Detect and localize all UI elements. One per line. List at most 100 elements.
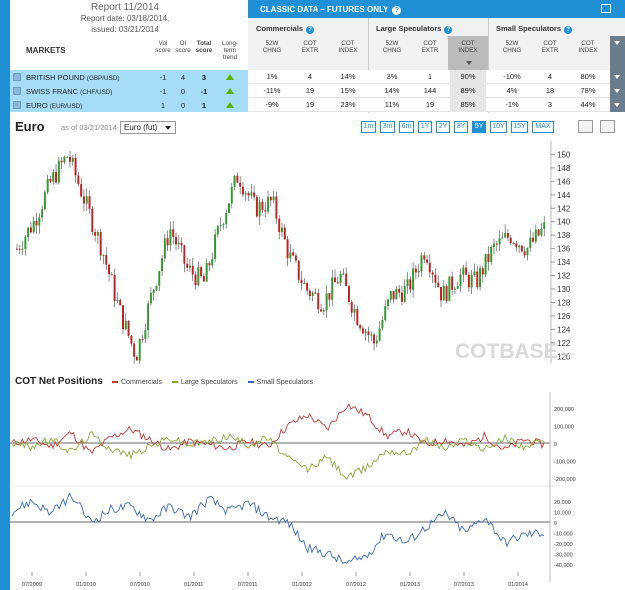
print-icon[interactable]: [601, 4, 611, 13]
table-row-left[interactable]: [10, 84, 248, 98]
range-button-3y[interactable]: 3Y: [454, 121, 468, 133]
candle-body: [49, 178, 52, 182]
candle-body: [467, 274, 470, 288]
candle-body: [479, 268, 482, 288]
table-row-right[interactable]: [248, 70, 625, 84]
candle-body: [303, 282, 306, 284]
market-name[interactable]: BRITISH POUND (GBP/USD): [26, 73, 119, 82]
candle-body: [46, 178, 49, 193]
help-icon[interactable]: ?: [306, 26, 315, 34]
candle-body: [163, 238, 166, 259]
legend-item[interactable]: Commercials: [112, 379, 162, 386]
row-dropdown-icon[interactable]: [610, 70, 625, 84]
range-button-6m[interactable]: 6m: [399, 121, 414, 133]
candle-body: [523, 251, 526, 256]
y-tick-label: 0: [554, 442, 557, 448]
row-dropdown-icon[interactable]: [610, 98, 625, 112]
candle-body: [367, 331, 370, 335]
cot-value: 85%: [450, 98, 486, 112]
candle-body: [18, 248, 21, 250]
table-row-left[interactable]: [10, 70, 248, 84]
table-row-right[interactable]: [248, 98, 625, 112]
candle-body: [183, 245, 186, 264]
x-tick-label: 01/2010: [76, 582, 96, 588]
y-tick-label: -20,000: [554, 542, 573, 548]
candle-body: [515, 243, 518, 248]
candle-body: [543, 222, 546, 229]
y-tick-label: 120: [557, 352, 571, 361]
settings-button[interactable]: [600, 120, 615, 133]
market-name[interactable]: EURO (EUR/USD): [26, 101, 82, 110]
price-chart[interactable]: 120 122 124 126 128 130 132 134 136 138 140 142 144 1…: [10, 137, 625, 367]
candle-body: [152, 289, 155, 293]
classic-title: CLASSIC DATA – FUTURES ONLY: [260, 5, 389, 14]
range-button-5y[interactable]: 5Y: [472, 121, 486, 133]
range-button-15y[interactable]: 15Y: [511, 121, 528, 133]
candle-body: [269, 196, 272, 201]
cot-net-positions-chart[interactable]: 200,000 100,000 0 -100,000 -200,000 20,000 10,…: [10, 390, 625, 590]
sub-column-header: 52W CHNG: [262, 40, 282, 54]
oi-score: 0: [180, 87, 186, 96]
market-select[interactable]: Euro (fut): [120, 121, 176, 134]
candle-body: [216, 226, 219, 235]
range-button-10y[interactable]: 10Y: [490, 121, 507, 133]
candle-body: [532, 237, 535, 242]
candle-body: [122, 305, 124, 330]
row-chart-icon[interactable]: [13, 101, 21, 109]
candle-body: [297, 260, 300, 280]
market-name[interactable]: SWISS FRANC (CHF/USD): [26, 87, 112, 96]
candle-body: [147, 303, 150, 331]
cot-value: 19: [305, 86, 315, 95]
legend-swatch: [171, 381, 178, 384]
legend-label: Large Speculators: [180, 379, 238, 386]
legend-item[interactable]: Large Speculators: [171, 379, 238, 386]
report-title[interactable]: Report 11/2014: [90, 2, 160, 13]
print-chart-button[interactable]: [578, 120, 593, 133]
help-icon[interactable]: ?: [392, 6, 402, 15]
row-chart-icon[interactable]: [13, 87, 21, 95]
candle-body: [130, 335, 133, 344]
range-button-1y[interactable]: 1Y: [418, 121, 432, 133]
candle-body: [398, 288, 401, 293]
candle-body: [412, 268, 415, 290]
cot-panel-title: COT Net Positions: [15, 376, 103, 387]
candle-body: [202, 276, 205, 282]
candle-body: [233, 175, 236, 187]
sort-arrow-icon: [466, 61, 472, 65]
header-dropdown-icon[interactable]: [610, 36, 625, 70]
legend-item[interactable]: Small Speculators: [247, 379, 313, 386]
range-button-max[interactable]: MAX: [532, 121, 554, 133]
trend-up-icon: [226, 102, 234, 108]
range-button-3m[interactable]: 3m: [380, 121, 395, 133]
candle-body: [85, 196, 88, 204]
cot-value: 78%: [580, 86, 596, 95]
candle-body: [364, 331, 367, 334]
candle-body: [518, 245, 521, 248]
candle-body: [311, 292, 314, 297]
candle-body: [350, 301, 353, 313]
cot-value: 11%: [384, 100, 400, 109]
row-chart-icon[interactable]: [13, 73, 21, 81]
candle-body: [440, 286, 442, 301]
candle-body: [529, 237, 532, 249]
help-icon[interactable]: ?: [564, 26, 573, 34]
y-tick-label: 144: [557, 191, 571, 200]
range-button-1m[interactable]: 1m: [361, 121, 376, 133]
cot-value: 14%: [384, 86, 400, 95]
group-small-speculators: Small Speculators?: [496, 24, 573, 34]
candle-body: [322, 310, 325, 312]
table-row-right[interactable]: [248, 84, 625, 98]
help-icon[interactable]: ?: [444, 26, 453, 34]
candle-body: [27, 227, 30, 238]
candle-body: [345, 273, 348, 286]
report-date: Report date: 03/18/2014,: [80, 14, 170, 23]
cot-value: 144: [423, 86, 437, 95]
candle-body: [155, 285, 158, 290]
candle-body: [308, 290, 311, 297]
range-button-2y[interactable]: 2Y: [436, 121, 450, 133]
cot-report-table: Report 11/2014 Report date: 03/18/2014, …: [0, 0, 625, 113]
candle-body: [361, 328, 364, 334]
table-row-left[interactable]: [10, 98, 248, 112]
row-dropdown-icon[interactable]: [610, 84, 625, 98]
market-label: BRITISH POUND: [26, 73, 87, 82]
